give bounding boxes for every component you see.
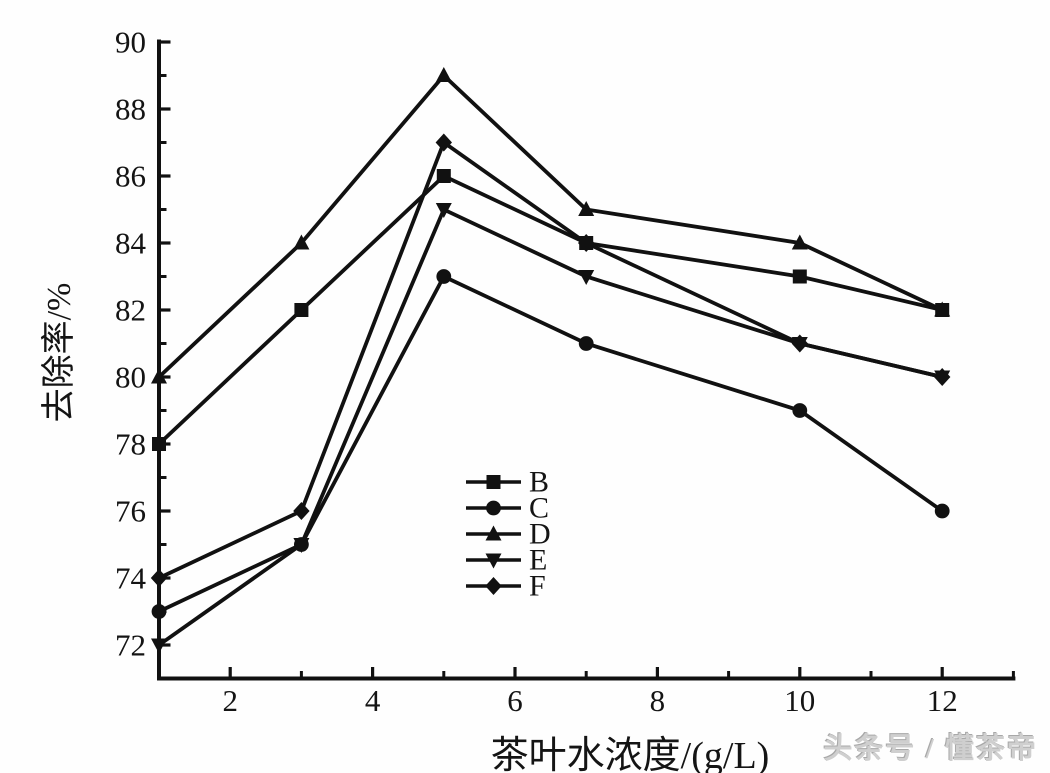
x-axis-title: 茶叶水浓度/(g/L) — [490, 735, 770, 773]
y-tick-label: 78 — [115, 427, 146, 462]
legend-marker-D — [485, 525, 502, 541]
legend-marker-F — [485, 577, 502, 595]
series-marker-D — [293, 234, 310, 250]
series-line-F — [158, 139, 943, 580]
series-marker-C — [792, 403, 808, 418]
legend-label-D: D — [529, 518, 551, 551]
y-tick-label: 82 — [115, 293, 146, 328]
series-line-D — [157, 72, 944, 379]
y-tick-label: 86 — [115, 159, 146, 194]
y-axis-title: 去除率/% — [41, 282, 78, 423]
series-marker-B — [436, 169, 451, 183]
y-tick-label: 90 — [115, 25, 146, 60]
series-marker-F — [435, 133, 452, 152]
series-marker-B — [792, 269, 807, 284]
series-line-C — [158, 274, 944, 614]
series-marker-B — [294, 303, 309, 317]
watermark-text: 头条号 / 懂茶帝 — [823, 733, 1038, 765]
series-marker-E — [578, 270, 595, 285]
series-marker-F — [150, 569, 168, 587]
x-tick-label: 10 — [784, 683, 815, 718]
series-marker-C — [934, 503, 950, 519]
series-marker-D — [934, 301, 951, 317]
series-marker-F — [934, 368, 951, 386]
y-tick-label: 76 — [115, 494, 146, 529]
legend-label-B: B — [529, 466, 549, 499]
x-tick-label: 4 — [365, 683, 381, 718]
series-marker-D — [151, 368, 167, 384]
legend-label-F: F — [529, 570, 546, 603]
series-marker-B — [152, 437, 166, 451]
y-tick-label: 88 — [115, 92, 146, 127]
series-marker-C — [151, 604, 167, 619]
series-marker-E — [435, 203, 452, 218]
y-tick-label: 84 — [115, 226, 147, 261]
series-marker-F — [791, 334, 808, 353]
legend-label-C: C — [529, 492, 549, 525]
x-tick-label: 6 — [507, 683, 523, 718]
y-tick-label: 74 — [115, 561, 147, 596]
y-tick-label: 72 — [115, 628, 146, 663]
x-tick-label: 2 — [222, 683, 238, 718]
legend-label-E: E — [529, 544, 547, 577]
series-marker-D — [791, 234, 808, 250]
series-marker-D — [578, 201, 595, 216]
x-tick-label: 8 — [650, 683, 666, 718]
series-marker-F — [293, 502, 310, 520]
x-tick-label: 12 — [927, 683, 958, 718]
legend-marker-B — [486, 475, 501, 489]
series-marker-E — [151, 638, 167, 654]
series-marker-F — [578, 234, 595, 252]
series-line-B — [157, 173, 943, 446]
y-tick-label: 80 — [115, 360, 146, 395]
series-marker-D — [435, 67, 452, 82]
legend-marker-C — [486, 500, 501, 516]
series-marker-C — [436, 269, 452, 284]
legend-marker-E — [485, 553, 502, 569]
series-marker-E — [293, 538, 310, 553]
series-marker-C — [578, 336, 594, 351]
